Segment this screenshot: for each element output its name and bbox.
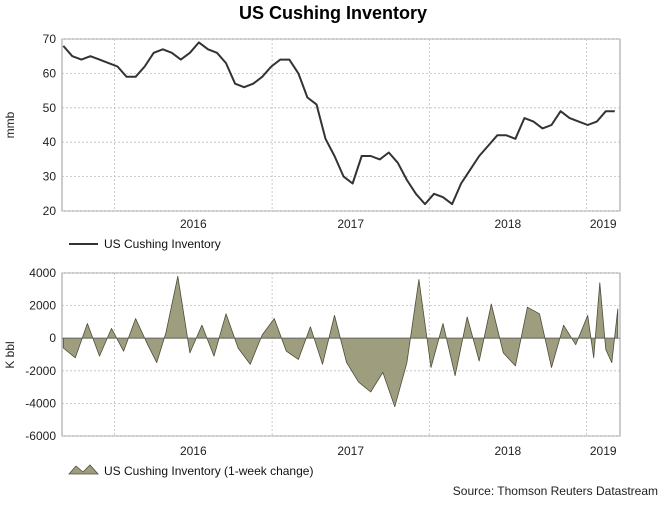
weekly-change-grid — [62, 272, 620, 437]
weekly-change-legend-label: US Cushing Inventory (1-week change) — [104, 464, 313, 478]
weekly-change-series — [62, 275, 620, 408]
weekly-change-x-tick-label: 2018 — [494, 444, 521, 458]
inventory-y-tick-label: 20 — [43, 204, 57, 218]
inventory-x-tick-label: 2019 — [590, 217, 617, 231]
weekly-change-x-tick-label: 2019 — [590, 444, 617, 458]
weekly-change-plot-frame — [61, 272, 621, 437]
inventory-y-tick-label: 50 — [43, 101, 57, 115]
inventory-y-tick-label: 60 — [43, 66, 57, 80]
inventory-x-tick-label: 2017 — [337, 217, 364, 231]
weekly-change-y-tick-label: -4000 — [25, 396, 56, 410]
inventory-x-tick-label: 2016 — [180, 217, 207, 231]
inventory-panel: 20 30 40 50 60 70 2016 2017 2018 2019 mmb US Cus… — [3, 32, 621, 251]
weekly-change-y-tick-label: 4000 — [29, 266, 56, 280]
inventory-y-tick-label: 70 — [43, 32, 57, 46]
weekly-change-y-tick-label: -6000 — [25, 429, 56, 443]
inventory-plot-frame — [61, 38, 621, 212]
inventory-y-tick-label: 30 — [43, 170, 57, 184]
weekly-change-x-tick-label: 2017 — [337, 444, 364, 458]
weekly-change-y-tick-label: 0 — [49, 331, 56, 345]
inventory-line — [62, 41, 615, 206]
inventory-grid — [62, 38, 620, 212]
weekly-change-x-tick-label: 2016 — [180, 444, 207, 458]
weekly-change-y-axis-label: K bbl — [3, 341, 17, 368]
weekly-change-area — [62, 275, 619, 408]
inventory-x-tick-label: 2018 — [494, 217, 521, 231]
inventory-x-ticks: 2016 2017 2018 2019 — [180, 217, 617, 231]
weekly-change-y-tick-label: 2000 — [29, 299, 56, 313]
inventory-y-tick-label: 40 — [43, 135, 57, 149]
inventory-y-axis-label: mmb — [3, 111, 17, 138]
weekly-change-x-ticks: 2016 2017 2018 2019 — [180, 444, 617, 458]
source-note: Source: Thomson Reuters Datastream — [453, 484, 658, 498]
weekly-change-y-tick-label: -2000 — [25, 364, 56, 378]
inventory-series — [62, 41, 615, 206]
weekly-change-legend-swatch — [68, 464, 99, 475]
inventory-y-ticks: 20 30 40 50 60 70 — [43, 32, 57, 218]
inventory-legend-label: US Cushing Inventory — [104, 237, 221, 251]
chart-title: US Cushing Inventory — [239, 3, 427, 23]
weekly-change-y-ticks: -6000 -4000 -2000 0 2000 4000 — [25, 266, 56, 443]
